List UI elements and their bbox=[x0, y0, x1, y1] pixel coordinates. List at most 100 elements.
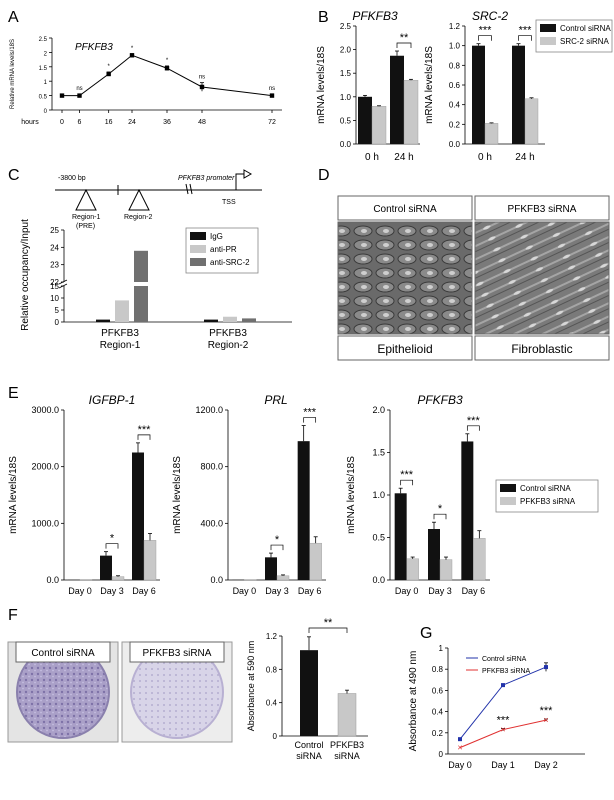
chart-g-x-tick-label: Day 0 bbox=[448, 760, 472, 770]
chart-b2-y-tick-label: 1.0 bbox=[449, 42, 461, 51]
chart-b2-legend-swatch bbox=[540, 24, 556, 32]
chart-a-sig: ns bbox=[269, 86, 275, 92]
chart-e3-bar bbox=[461, 441, 474, 580]
chart-g-sig: *** bbox=[540, 705, 554, 717]
chart-b2-bar bbox=[484, 123, 499, 145]
chart-c-y-label: Relative occupancy/Input bbox=[20, 219, 31, 331]
plate-label-control: Control siRNA bbox=[31, 648, 95, 659]
chart-e1-y-tick-label: 0.0 bbox=[46, 575, 59, 585]
chart-a-sig: * bbox=[131, 46, 134, 52]
chart-c-category-label: PFKFB3 bbox=[209, 328, 247, 339]
chart-a-sig: * bbox=[166, 58, 169, 64]
tss-arrow-head-icon bbox=[243, 169, 253, 179]
chart-c-bar bbox=[134, 286, 148, 322]
chart-b2-y-tick-label: 0.8 bbox=[449, 61, 461, 70]
chart-b1-y-tick-label: 0.5 bbox=[340, 116, 352, 125]
chart-b1-y-tick-label: 2.0 bbox=[340, 46, 352, 55]
chart-b1-y-tick-label: 2.5 bbox=[340, 22, 352, 31]
chart-b2-y-tick-label: 0.4 bbox=[449, 101, 461, 110]
chart-c-legend-swatch bbox=[190, 232, 206, 240]
micrograph-label-treated: PFKFB3 siRNA bbox=[508, 204, 577, 215]
chart-g-point bbox=[544, 665, 548, 670]
chart-b2-sig-bracket bbox=[518, 35, 532, 41]
chart-c-category-label: Region-1 bbox=[100, 340, 141, 351]
region1-triangle-icon bbox=[75, 188, 97, 211]
chart-g-y-tick-label: 0.2 bbox=[432, 729, 444, 738]
chart-e3-sig-bracket-label: *** bbox=[467, 415, 481, 427]
chart-f-bar bbox=[300, 650, 318, 736]
charts-layer: 0 0.5 1 1.5 2 2.5 0 6 16 24 36 48 72 hours Relative mR… bbox=[8, 9, 613, 770]
chart-e2-category-label: Day 0 bbox=[233, 586, 257, 596]
chart-f-bar bbox=[337, 693, 357, 737]
chart-b2-category-label: 0 h bbox=[478, 152, 492, 163]
chart-e3-bar bbox=[394, 493, 407, 580]
chart-c-y-tick-label: 24 bbox=[50, 243, 59, 252]
chart-g-sig: *** bbox=[497, 715, 511, 727]
chart-e3-legend-label: PFKFB3 siRNA bbox=[520, 497, 576, 506]
chart-e1-bar bbox=[132, 452, 144, 580]
chart-e3-y-tick-label: 0.5 bbox=[372, 533, 385, 543]
panel-label-g: G bbox=[420, 625, 432, 642]
chart-b2-sig-bracket-label: *** bbox=[519, 25, 533, 37]
micrograph-control-image bbox=[337, 221, 473, 335]
chart-e1-y-label: mRNA levels/18S bbox=[8, 456, 19, 534]
chart-a-y-tick-label: 1.5 bbox=[39, 66, 48, 72]
chart-f-category-label: Control bbox=[294, 740, 323, 750]
chart-a-title: PFKFB3 bbox=[75, 42, 113, 53]
chart-g-legend-label: PFKFB3 siRNA bbox=[482, 668, 531, 675]
chart-c-legend-label: anti-PR bbox=[210, 245, 237, 254]
chart-b1-y-tick-label: 0.0 bbox=[340, 140, 352, 149]
chart-e3-bar bbox=[428, 529, 440, 580]
chart-c-bar bbox=[223, 316, 237, 322]
chart-a-point bbox=[59, 93, 65, 98]
plate-label-box-control bbox=[15, 641, 111, 663]
chart-e2-bar bbox=[265, 557, 277, 580]
caption-box-treated bbox=[474, 335, 610, 361]
chart-f-category-label: PFKFB3 bbox=[330, 740, 364, 750]
region1-sub: (PRE) bbox=[76, 223, 95, 230]
chart-e3-sig-bracket bbox=[466, 425, 480, 431]
chart-g-point: × bbox=[457, 743, 462, 753]
chart-a-y-tick-label: 0.5 bbox=[39, 95, 48, 101]
chart-g-point: × bbox=[543, 715, 548, 725]
chart-g-y-tick-label: 0.6 bbox=[432, 686, 444, 695]
chart-g-point bbox=[501, 683, 505, 688]
chart-b2-title: SRC-2 bbox=[472, 9, 508, 23]
chart-e3: 0.0 0.5 1.0 1.5 2.0 mRNA levels/18S PFKFB3 Day … bbox=[346, 393, 599, 596]
chart-a-x-tick-label: 16 bbox=[105, 119, 113, 126]
chart-e2-bar bbox=[276, 575, 290, 581]
chart-b2-y-tick-label: 0.6 bbox=[449, 81, 461, 90]
caption-box-control bbox=[337, 335, 473, 361]
chart-c-bar bbox=[204, 319, 218, 322]
chart-g-x-tick-label: Day 1 bbox=[491, 760, 515, 770]
chart-a-x-tick-label: 0 bbox=[60, 119, 64, 126]
chart-c-bar bbox=[96, 319, 110, 322]
chart-c-legend-label: anti-SRC-2 bbox=[210, 258, 250, 267]
chart-b2-y-tick-label: 0.2 bbox=[449, 120, 461, 129]
chart-e3-sig-bracket-label: *** bbox=[400, 469, 414, 481]
plate-label-treated: PFKFB3 siRNA bbox=[143, 648, 212, 659]
bp-label: -3800 bp bbox=[58, 175, 86, 182]
chart-e3-sig-bracket bbox=[433, 513, 447, 520]
promoter-diagram: -3800 bp PFKFB3 promoter TSS Region-1 (P… bbox=[55, 169, 262, 230]
panel-label-c: C bbox=[8, 167, 20, 184]
chart-b2-category-label: 24 h bbox=[515, 152, 534, 163]
chart-e1-bar bbox=[143, 540, 157, 581]
region2-triangle-icon bbox=[128, 188, 150, 211]
tss-arrow-line bbox=[235, 173, 244, 190]
chart-g: 0 0.2 0.4 0.6 0.8 1 Absorbance at 490 nm Day 0 D… bbox=[408, 644, 585, 770]
chart-e3-y-tick-label: 1.0 bbox=[372, 490, 385, 500]
chart-b2-y-tick-label: 0.0 bbox=[449, 140, 461, 149]
chart-e1: 0.0 1000.0 2000.0 3000.0 mRNA levels/18S IGFB… bbox=[8, 393, 160, 596]
chart-b2-sig-bracket-label: *** bbox=[479, 25, 493, 37]
chart-a-y-tick-label: 2.5 bbox=[39, 37, 48, 43]
chart-a-sig: ns bbox=[199, 75, 205, 81]
chart-e3-category-label: Day 0 bbox=[395, 586, 419, 596]
chart-f-category-label: siRNA bbox=[296, 751, 322, 761]
chart-c-legend-label: IgG bbox=[210, 232, 223, 241]
chart-e1-sig-bracket bbox=[137, 434, 151, 440]
chart-b1-bar bbox=[358, 96, 372, 144]
chart-b2-bar bbox=[512, 45, 525, 144]
chart-a-y-tick-label: 1 bbox=[44, 80, 48, 86]
